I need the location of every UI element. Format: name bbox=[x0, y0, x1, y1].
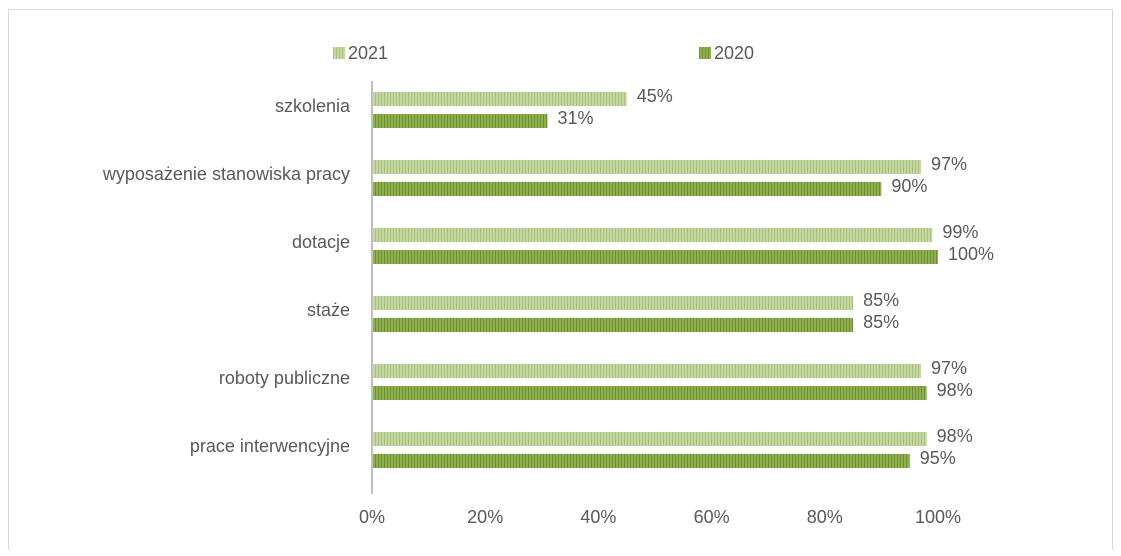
data-label-2021: 99% bbox=[942, 222, 978, 242]
data-label-2020: 95% bbox=[920, 448, 956, 468]
x-tick-label: 80% bbox=[807, 507, 843, 527]
x-tick-label: 20% bbox=[467, 507, 503, 527]
data-label-2021: 45% bbox=[637, 86, 673, 106]
data-label-2021: 85% bbox=[863, 290, 899, 310]
x-axis-tick-labels: 0% 20% 40% 60% 80% 100% bbox=[359, 507, 961, 527]
legend-item-2021: 2021 bbox=[333, 43, 388, 63]
bar-2020 bbox=[372, 250, 938, 264]
legend-swatch bbox=[333, 47, 345, 59]
chart-frame: 2021 2020 szkolenia wyposażenie stanowiska… bbox=[8, 9, 1113, 550]
category-label: roboty publiczne bbox=[219, 368, 350, 388]
x-tick-label: 40% bbox=[580, 507, 616, 527]
data-labels: 45%31%97%90%99%100%85%85%97%98%98%95% bbox=[557, 86, 994, 468]
data-label-2020: 85% bbox=[863, 312, 899, 332]
bar-2021 bbox=[372, 92, 627, 106]
bar-2020 bbox=[372, 386, 927, 400]
bar-2020 bbox=[372, 454, 910, 468]
data-label-2021: 97% bbox=[931, 358, 967, 378]
x-tick-label: 100% bbox=[915, 507, 961, 527]
legend-swatch bbox=[699, 47, 711, 59]
x-tick-label: 0% bbox=[359, 507, 385, 527]
data-label-2020: 90% bbox=[891, 176, 927, 196]
data-label-2020: 98% bbox=[937, 380, 973, 400]
data-label-2020: 100% bbox=[948, 244, 994, 264]
bar-2020 bbox=[372, 318, 854, 332]
bar-2021 bbox=[372, 296, 854, 310]
bar-2021 bbox=[372, 364, 922, 378]
bar-2021 bbox=[372, 228, 933, 242]
legend-label: 2020 bbox=[714, 43, 754, 63]
bar-2020 bbox=[372, 182, 882, 196]
category-labels: szkolenia wyposażenie stanowiska pracy dot… bbox=[102, 96, 351, 456]
category-label: dotacje bbox=[292, 232, 350, 252]
bar-2021 bbox=[372, 432, 927, 446]
data-label-2020: 31% bbox=[557, 108, 593, 128]
category-label: prace interwencyjne bbox=[190, 436, 350, 456]
legend: 2021 2020 bbox=[333, 43, 754, 63]
category-label: staże bbox=[307, 300, 350, 320]
bar-2020 bbox=[372, 114, 548, 128]
category-label: wyposażenie stanowiska pracy bbox=[102, 164, 350, 184]
category-label: szkolenia bbox=[275, 96, 351, 116]
bar-2021 bbox=[372, 160, 922, 174]
x-tick-label: 60% bbox=[694, 507, 730, 527]
data-label-2021: 97% bbox=[931, 154, 967, 174]
legend-label: 2021 bbox=[348, 43, 388, 63]
data-label-2021: 98% bbox=[937, 426, 973, 446]
bars bbox=[372, 92, 938, 468]
legend-item-2020: 2020 bbox=[699, 43, 754, 63]
bar-chart: 2021 2020 szkolenia wyposażenie stanowiska… bbox=[102, 43, 994, 527]
